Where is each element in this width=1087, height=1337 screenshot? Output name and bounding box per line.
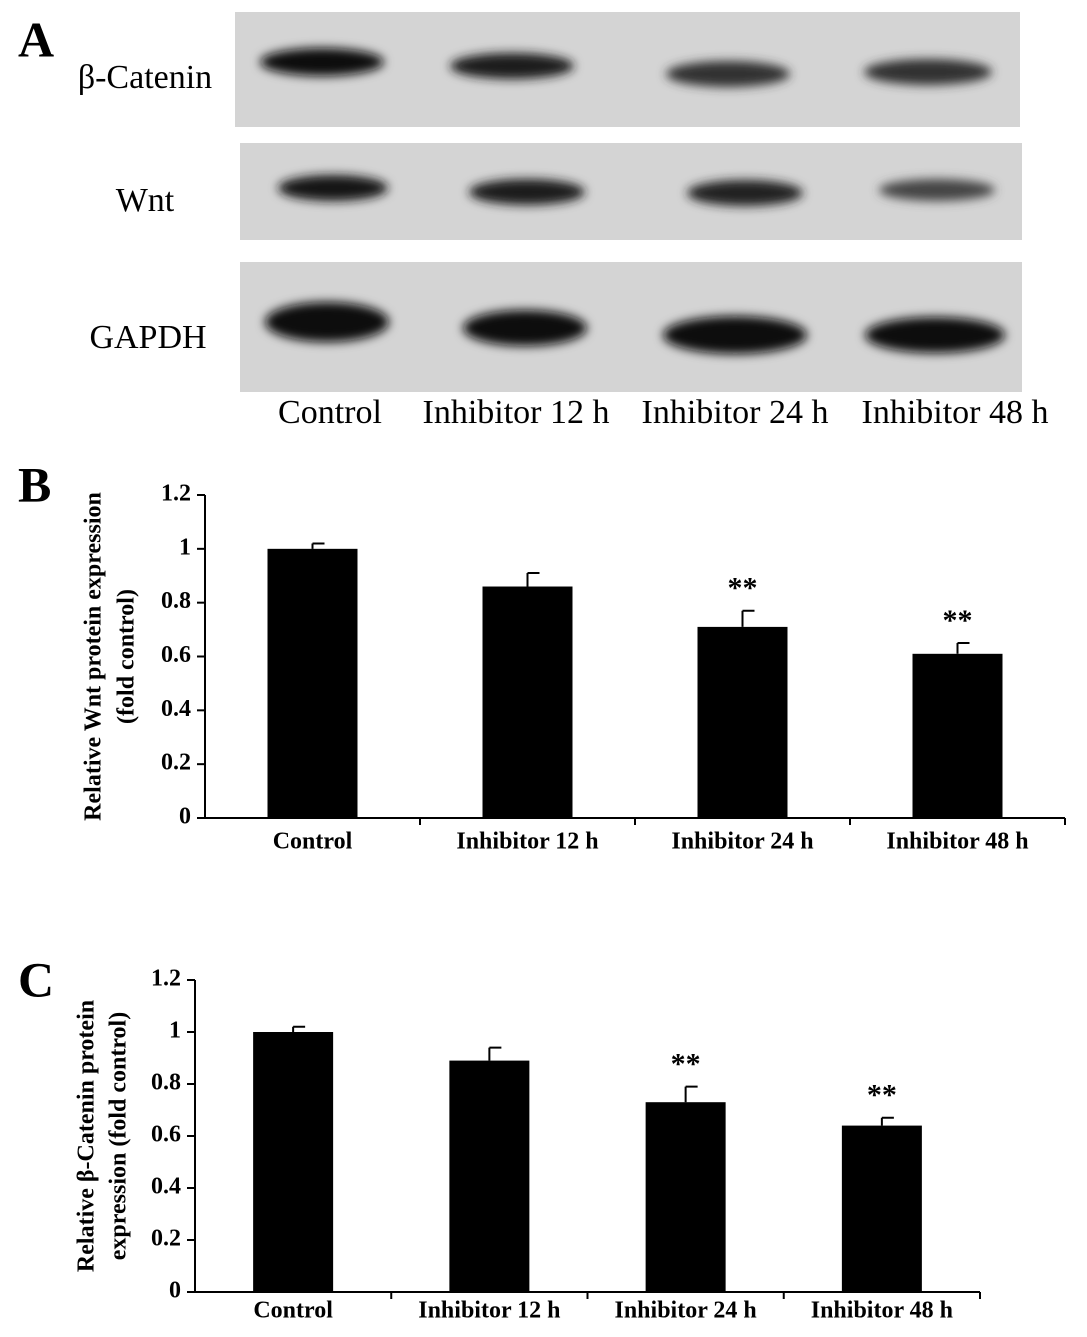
error-bar <box>488 1046 502 1061</box>
panel-label: A <box>18 11 54 67</box>
error-bar <box>880 1116 894 1126</box>
error-bar <box>311 542 325 549</box>
y-tick-label: 0.2 <box>161 750 191 776</box>
x-tick-label: Inhibitor 12 h <box>418 1298 560 1324</box>
significance-label: ** <box>867 1079 897 1112</box>
bar-chart: B Relative Wnt protein expression (fold co… <box>18 456 1066 855</box>
y-tick-label: 0.4 <box>151 1174 181 1200</box>
bar <box>449 1060 530 1292</box>
error-bar <box>684 1085 698 1103</box>
row-label: Wnt <box>116 182 175 219</box>
x-tick-label: Inhibitor 12 h <box>456 829 598 855</box>
y-axis-label: Relative β-Catenin protein <box>74 1000 100 1272</box>
x-tick-label: Inhibitor 24 h <box>671 829 813 855</box>
y-tick-label: 1.2 <box>151 966 181 992</box>
y-axis-label: expression (fold control) <box>106 1012 132 1260</box>
row-label: β-Catenin <box>78 59 212 96</box>
panel-label: C <box>18 951 54 1007</box>
lane-label: Inhibitor 12 h <box>423 394 610 431</box>
bar <box>645 1102 726 1292</box>
y-tick-label: 0.4 <box>161 696 191 722</box>
error-bar <box>741 609 755 627</box>
y-tick-label: 0 <box>179 804 191 830</box>
x-tick-label: Inhibitor 48 h <box>811 1298 953 1324</box>
y-tick-label: 1 <box>169 1018 181 1044</box>
bar <box>482 586 573 818</box>
bar <box>267 548 358 818</box>
x-tick-label: Inhibitor 48 h <box>886 829 1028 855</box>
y-tick-label: 0.6 <box>151 1122 181 1148</box>
lane-label: Inhibitor 24 h <box>642 394 829 431</box>
y-tick-label: 0.6 <box>161 642 191 668</box>
y-tick-label: 1.2 <box>161 481 191 507</box>
y-tick-label: 0.2 <box>151 1226 181 1252</box>
y-tick-label: 0.8 <box>161 588 191 614</box>
y-axis-label: Relative Wnt protein expression <box>81 492 107 821</box>
error-bar <box>956 642 970 654</box>
lane-label: Inhibitor 48 h <box>862 394 1049 431</box>
panel-label: B <box>18 456 51 512</box>
blot-bands <box>260 48 1005 354</box>
x-tick-label: Control <box>253 1298 333 1324</box>
x-tick-label: Inhibitor 24 h <box>614 1298 756 1324</box>
y-tick-label: 1 <box>179 534 191 560</box>
error-bar <box>292 1025 306 1032</box>
y-axis-label: (fold control) <box>114 589 140 724</box>
lane-label: Control <box>278 394 382 431</box>
x-tick-label: Control <box>273 829 353 855</box>
bar <box>912 653 1003 818</box>
y-tick-label: 0 <box>169 1278 181 1304</box>
y-tick-label: 0.8 <box>151 1070 181 1096</box>
significance-label: ** <box>728 572 758 605</box>
bar <box>697 626 788 818</box>
error-bar <box>526 572 540 587</box>
bar <box>253 1032 334 1292</box>
blot-panel: A β-Catenin Wnt GAPDH Control Inhibitor … <box>18 11 1048 430</box>
row-label: GAPDH <box>89 319 206 356</box>
significance-label: ** <box>671 1047 701 1080</box>
bar <box>841 1125 922 1292</box>
significance-label: ** <box>943 604 973 637</box>
bar-chart: C Relative β-Catenin protein expression (f… <box>18 951 981 1324</box>
